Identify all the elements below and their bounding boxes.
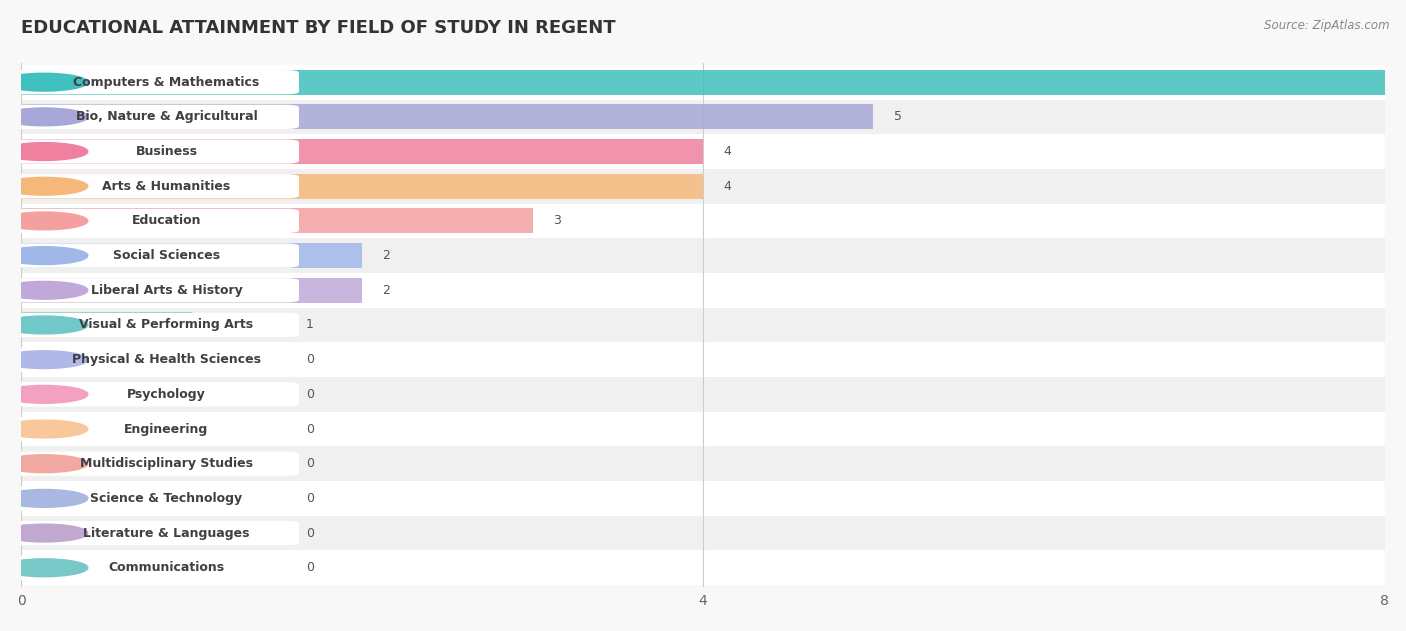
Bar — [21, 104, 873, 129]
Bar — [21, 65, 1385, 100]
FancyBboxPatch shape — [7, 70, 299, 94]
Circle shape — [0, 559, 87, 577]
Text: 4: 4 — [724, 145, 731, 158]
Text: Multidisciplinary Studies: Multidisciplinary Studies — [80, 457, 253, 470]
Circle shape — [0, 316, 87, 334]
Bar — [21, 204, 1385, 239]
Bar — [21, 174, 703, 199]
Text: 0: 0 — [305, 423, 314, 435]
Text: Communications: Communications — [108, 561, 225, 574]
Bar — [21, 69, 1385, 95]
Bar — [21, 411, 1385, 446]
Text: 4: 4 — [724, 180, 731, 192]
FancyBboxPatch shape — [7, 105, 299, 129]
Bar — [21, 342, 1385, 377]
Text: Bio, Nature & Agricultural: Bio, Nature & Agricultural — [76, 110, 257, 123]
Text: Liberal Arts & History: Liberal Arts & History — [90, 284, 242, 297]
Circle shape — [0, 143, 87, 160]
Bar — [21, 139, 703, 164]
FancyBboxPatch shape — [7, 382, 299, 406]
Bar — [21, 550, 1385, 585]
Bar — [21, 377, 1385, 411]
Text: Psychology: Psychology — [127, 388, 205, 401]
Bar — [21, 312, 191, 338]
FancyBboxPatch shape — [7, 521, 299, 545]
Bar — [21, 278, 363, 303]
Circle shape — [0, 108, 87, 126]
FancyBboxPatch shape — [7, 348, 299, 372]
Bar — [21, 208, 533, 233]
Circle shape — [0, 524, 87, 542]
Circle shape — [0, 455, 87, 473]
Text: 0: 0 — [305, 561, 314, 574]
Text: 0: 0 — [305, 388, 314, 401]
Circle shape — [0, 73, 87, 91]
Circle shape — [0, 490, 87, 507]
Bar — [21, 100, 1385, 134]
Circle shape — [0, 386, 87, 403]
Bar — [21, 243, 363, 268]
Text: 0: 0 — [305, 457, 314, 470]
Circle shape — [0, 177, 87, 195]
Bar — [21, 239, 1385, 273]
Text: Education: Education — [132, 215, 201, 227]
Text: Arts & Humanities: Arts & Humanities — [103, 180, 231, 192]
Text: Business: Business — [135, 145, 197, 158]
Text: Engineering: Engineering — [124, 423, 208, 435]
Text: Science & Technology: Science & Technology — [90, 492, 242, 505]
FancyBboxPatch shape — [7, 313, 299, 337]
FancyBboxPatch shape — [7, 244, 299, 268]
Text: 0: 0 — [305, 492, 314, 505]
Bar — [21, 134, 1385, 169]
Text: 2: 2 — [382, 249, 391, 262]
Text: 2: 2 — [382, 284, 391, 297]
FancyBboxPatch shape — [7, 417, 299, 441]
Bar — [21, 308, 1385, 342]
Circle shape — [0, 212, 87, 230]
Text: 5: 5 — [894, 110, 901, 123]
Text: Physical & Health Sciences: Physical & Health Sciences — [72, 353, 262, 366]
Text: 0: 0 — [305, 353, 314, 366]
Circle shape — [0, 351, 87, 369]
Text: EDUCATIONAL ATTAINMENT BY FIELD OF STUDY IN REGENT: EDUCATIONAL ATTAINMENT BY FIELD OF STUDY… — [21, 19, 616, 37]
FancyBboxPatch shape — [7, 487, 299, 510]
Text: 1: 1 — [305, 319, 314, 331]
Text: Visual & Performing Arts: Visual & Performing Arts — [79, 319, 253, 331]
FancyBboxPatch shape — [7, 174, 299, 198]
Circle shape — [0, 420, 87, 438]
Circle shape — [0, 281, 87, 299]
Text: Literature & Languages: Literature & Languages — [83, 527, 250, 540]
Circle shape — [0, 247, 87, 264]
Text: Social Sciences: Social Sciences — [112, 249, 219, 262]
Text: 0: 0 — [305, 527, 314, 540]
Text: Computers & Mathematics: Computers & Mathematics — [73, 76, 260, 89]
FancyBboxPatch shape — [7, 278, 299, 302]
FancyBboxPatch shape — [7, 452, 299, 476]
Bar — [21, 446, 1385, 481]
Text: Source: ZipAtlas.com: Source: ZipAtlas.com — [1264, 19, 1389, 32]
FancyBboxPatch shape — [7, 556, 299, 580]
Bar — [21, 481, 1385, 516]
Bar — [21, 169, 1385, 204]
Bar — [21, 273, 1385, 308]
FancyBboxPatch shape — [7, 139, 299, 163]
Text: 3: 3 — [553, 215, 561, 227]
Bar — [21, 516, 1385, 550]
FancyBboxPatch shape — [7, 209, 299, 233]
